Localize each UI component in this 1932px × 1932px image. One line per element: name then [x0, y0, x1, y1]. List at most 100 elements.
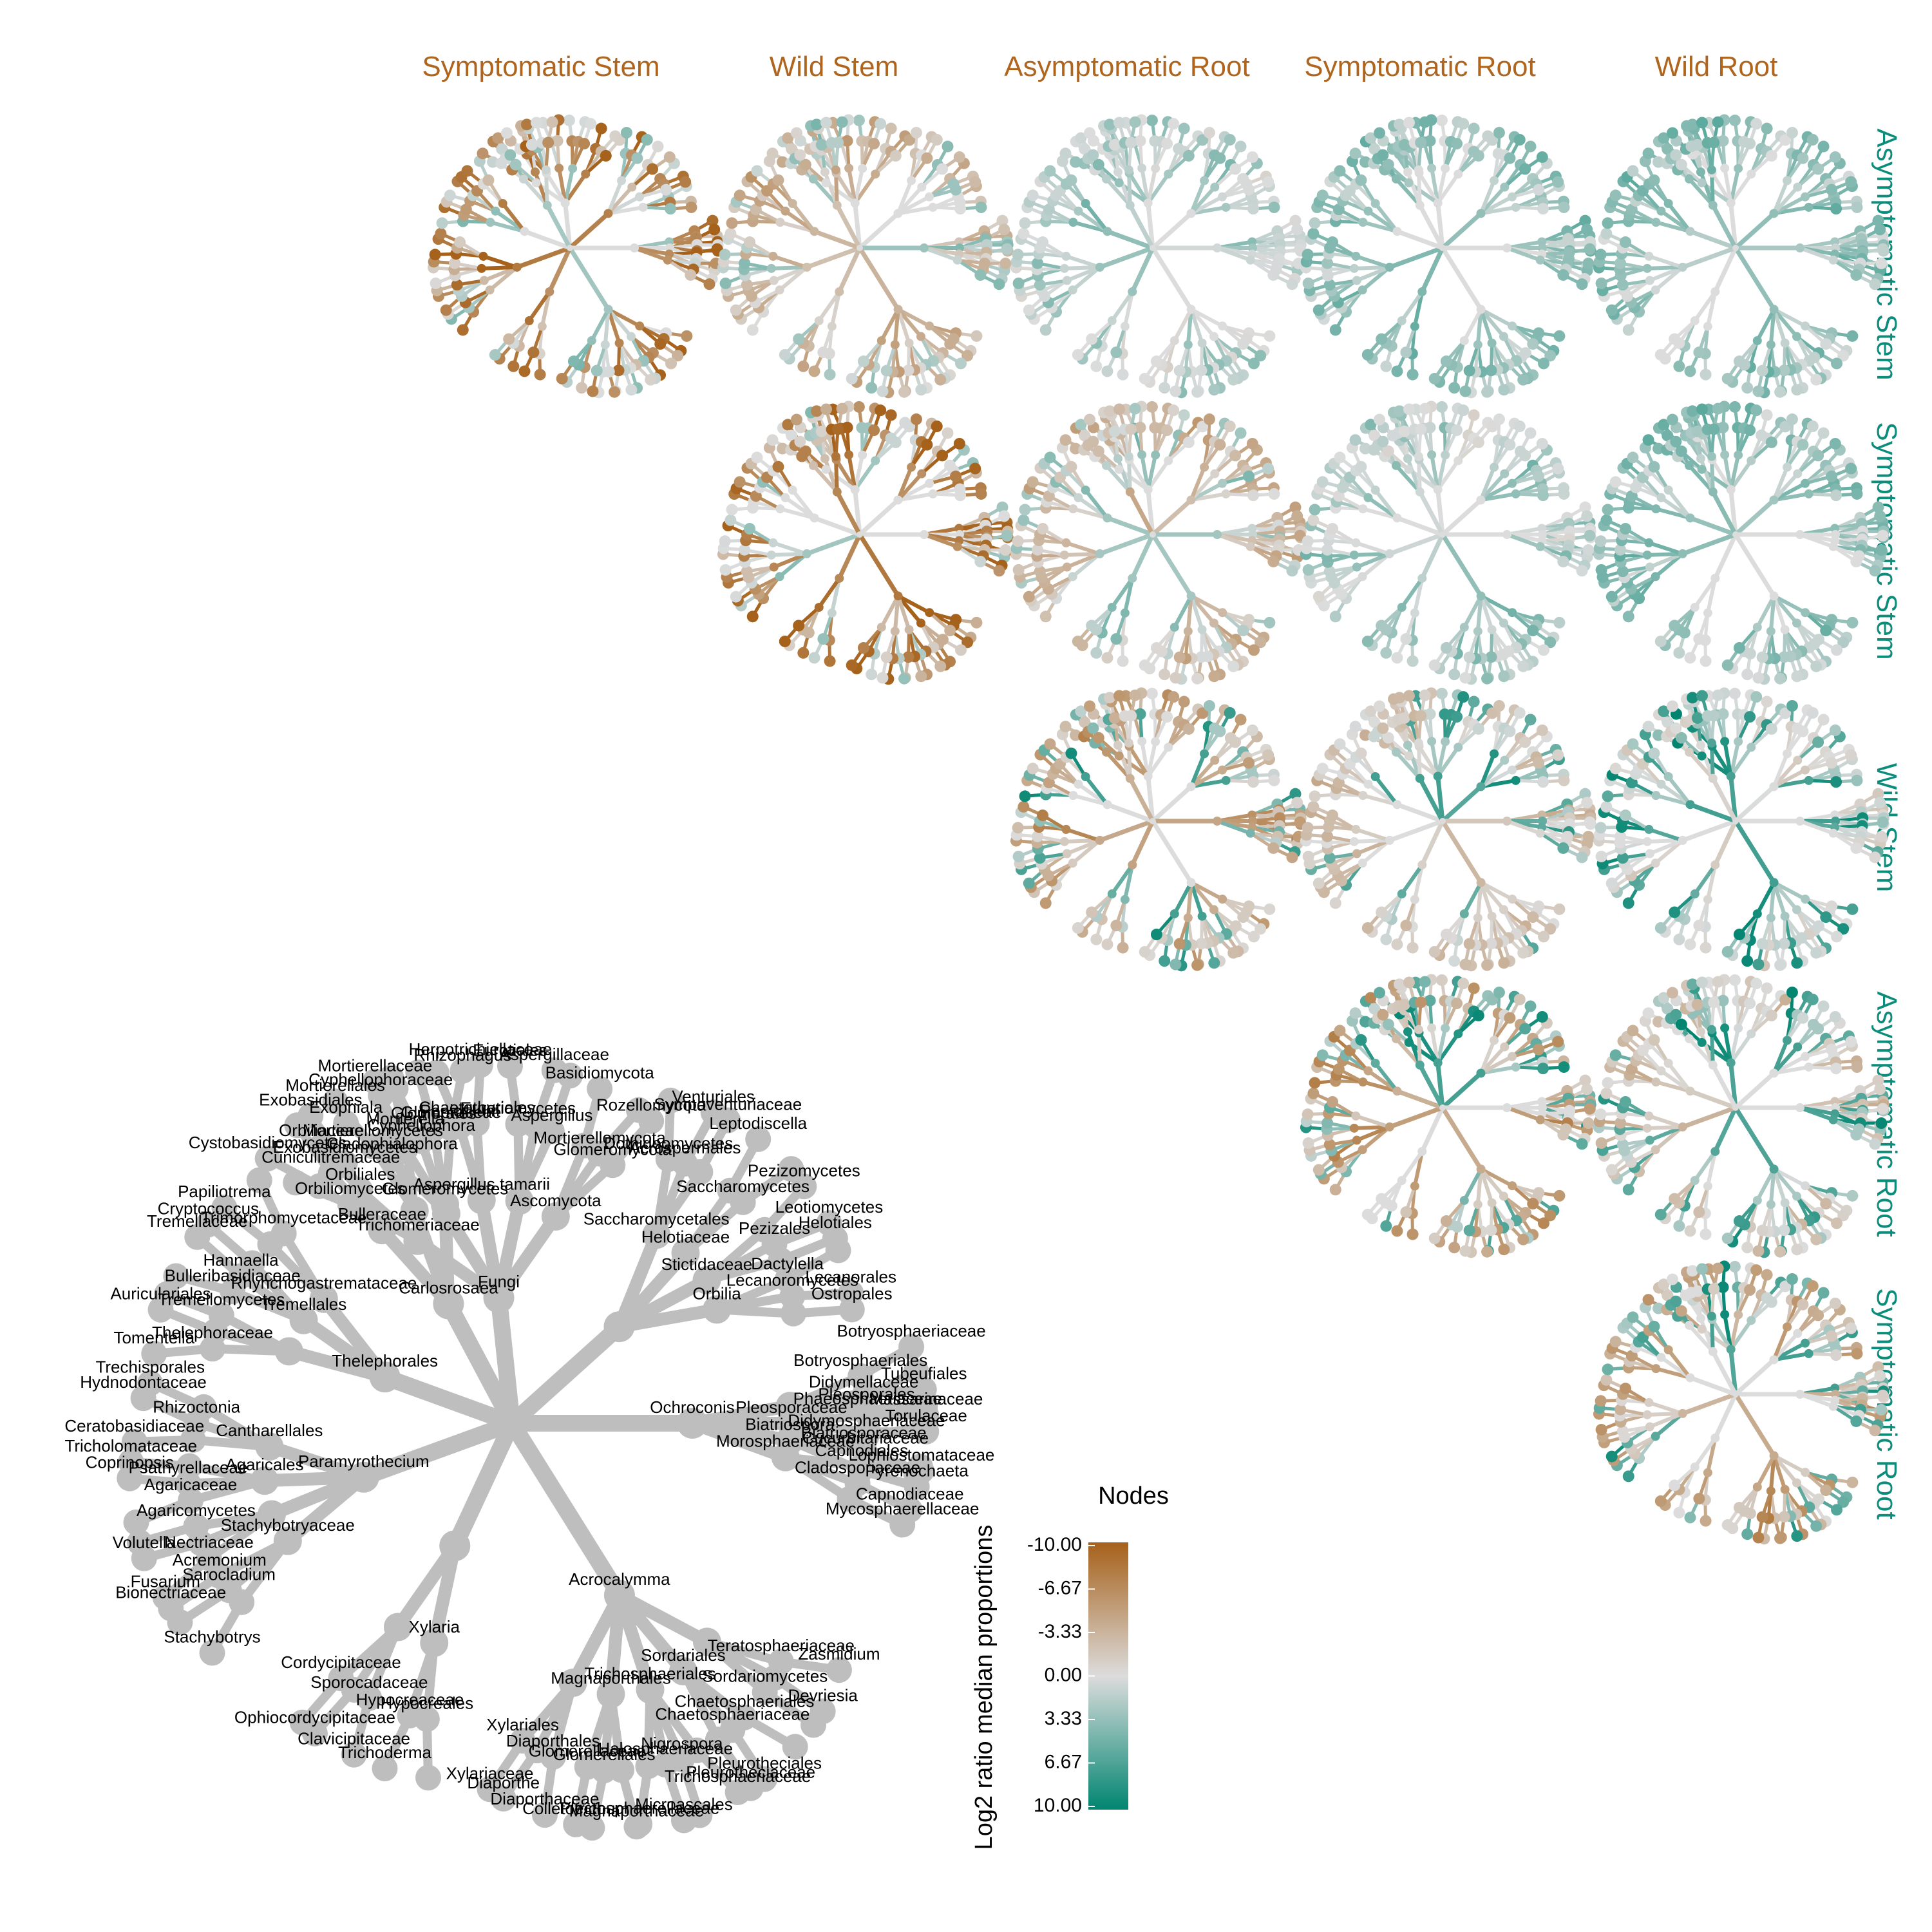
tree-node — [1302, 277, 1314, 289]
tree-node — [915, 384, 927, 396]
tree-node — [1779, 707, 1792, 719]
tree-node — [1068, 572, 1077, 582]
tree-node — [769, 562, 779, 572]
tree-node — [1316, 762, 1329, 775]
tree-node — [1023, 304, 1035, 316]
tree-node — [902, 365, 914, 377]
tree-node — [811, 118, 823, 131]
tree-node — [665, 357, 677, 370]
tree-node — [1440, 929, 1452, 941]
tree-edge — [1728, 166, 1741, 205]
tree-node — [1595, 535, 1607, 547]
tree-node — [1459, 958, 1472, 971]
tree-edge — [1728, 459, 1754, 492]
tree-node — [1044, 165, 1056, 177]
tree-node — [917, 469, 927, 478]
tree-edge — [1399, 576, 1425, 610]
tree-edge — [1419, 245, 1445, 294]
tree-node — [1218, 192, 1227, 202]
column-labels: Symptomatic Stem Wild Stem Asymptomatic Ro… — [422, 51, 1777, 82]
tree-node — [1398, 712, 1410, 724]
tree-node — [1642, 550, 1652, 560]
tree-node — [766, 550, 776, 560]
tree-node — [993, 565, 1005, 577]
tree-edge — [1475, 307, 1483, 347]
tree-node — [808, 460, 818, 470]
tree-node — [1197, 338, 1207, 348]
tree-node — [1358, 218, 1368, 227]
tree-node — [631, 152, 643, 164]
tree-node — [614, 134, 626, 146]
tree-node — [790, 127, 802, 139]
tree-node — [1246, 151, 1258, 163]
tree-edge — [1373, 775, 1399, 807]
tree-edge — [1435, 773, 1445, 824]
tree-node — [1159, 382, 1171, 394]
tree-node — [1850, 842, 1862, 854]
tree-edge — [1127, 744, 1150, 779]
tree-node — [746, 324, 759, 336]
tree-node — [1087, 722, 1099, 734]
tree-node — [1812, 736, 1824, 748]
tree-node — [1090, 647, 1103, 659]
tree-node — [1761, 696, 1773, 708]
tree-node — [1602, 504, 1614, 516]
tree-node — [1828, 542, 1838, 551]
tree-node — [1752, 336, 1762, 345]
tree-node — [1114, 751, 1124, 761]
tree-node — [1806, 420, 1819, 432]
tree-node — [440, 304, 452, 316]
tree-node — [1792, 618, 1801, 628]
tree-edge — [1186, 307, 1193, 347]
tree-node — [1186, 305, 1196, 314]
tree-node — [1081, 199, 1090, 209]
tree-node — [1721, 659, 1734, 671]
tree-node — [942, 427, 954, 439]
tree-node — [1309, 504, 1321, 516]
tree-node — [1302, 822, 1314, 834]
tree-node — [1441, 450, 1450, 460]
tree-node — [591, 365, 603, 377]
tree-node — [444, 189, 456, 202]
tree-node — [1448, 955, 1461, 967]
tree-edge — [1728, 487, 1738, 537]
tree-edge — [1189, 880, 1225, 902]
tree-node — [1018, 514, 1030, 526]
tree-node — [1417, 573, 1427, 583]
tree-node — [568, 164, 578, 173]
tree-node — [1750, 404, 1763, 417]
tree-edge — [481, 254, 519, 269]
tree-node — [1221, 202, 1231, 212]
tree-edge — [1479, 185, 1507, 216]
tree-node — [1493, 127, 1505, 139]
tree-node — [1044, 738, 1056, 750]
tree-node — [1034, 565, 1046, 578]
tree-edge — [837, 532, 862, 581]
tree-node — [546, 116, 558, 128]
tree-node — [893, 591, 903, 601]
tree-node — [961, 636, 974, 649]
tree-node — [858, 450, 867, 460]
tree-edge — [1505, 246, 1542, 262]
tree-node — [1700, 655, 1712, 667]
tree-node — [1262, 176, 1274, 188]
tree-node — [1286, 851, 1298, 864]
tree-node — [1143, 772, 1153, 781]
tree-node — [1609, 189, 1622, 202]
tree-node — [1104, 118, 1116, 131]
tree-edge — [778, 507, 817, 520]
tree-node — [857, 355, 869, 368]
tree-node — [500, 127, 513, 139]
tree-node — [1552, 176, 1564, 188]
tree-edge — [804, 245, 862, 270]
tree-node — [1289, 501, 1302, 513]
tree-node — [1095, 262, 1104, 272]
tree-node — [1508, 765, 1517, 775]
tree-node — [660, 184, 672, 196]
tree-edge — [1110, 862, 1135, 896]
tree-edge — [896, 307, 923, 339]
tree-node — [563, 114, 575, 126]
tree-edge — [1772, 471, 1800, 502]
tree-node — [1826, 184, 1838, 196]
tree-node — [868, 138, 880, 150]
